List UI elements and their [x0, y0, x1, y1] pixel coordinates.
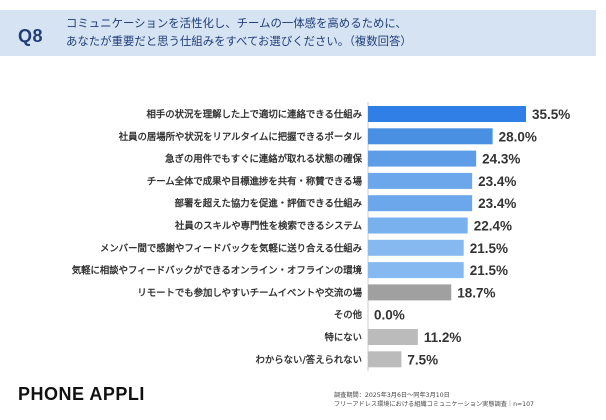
value-label: 21.5% — [470, 241, 508, 256]
category-label: 社員のスキルや専門性を検索できるシステム — [174, 220, 362, 232]
bar-chart: 相手の状況を理解した上で適切に連絡できる仕組み 35.5% 社員の居場所や状況をリア… — [72, 102, 570, 372]
category-label: メンバー間で感謝やフィードバックを気軽に送り合える仕組み — [100, 242, 363, 254]
bar — [368, 262, 464, 279]
survey-period: 調査期間：2025年3月6日〜同年3月10日 — [334, 392, 450, 399]
category-label: 部署を超えた協力を促進・評価できる仕組み — [175, 198, 363, 210]
category-label: その他 — [334, 309, 363, 321]
survey-info: 調査期間：2025年3月6日〜同年3月10日 フリーアドレス環境における組織コミ… — [334, 392, 534, 409]
value-label: 11.2% — [424, 330, 462, 345]
value-label: 18.7% — [457, 285, 495, 300]
bar — [368, 284, 452, 301]
category-label: チーム全体で成果や目標進捗を共有・称賛できる場 — [147, 175, 363, 187]
bar — [368, 150, 477, 167]
value-label: 0.0% — [374, 308, 405, 323]
company-logo: PHONE APPLI — [18, 384, 145, 404]
category-label: 特にない — [324, 332, 362, 344]
bar — [368, 106, 526, 122]
survey-title: フリーアドレス環境における組織コミュニケーション実態調査｜n=107 — [334, 400, 534, 408]
question-line-1: コミュニケーションを活性化し、チームの一体感を高めるために、 — [66, 16, 407, 30]
bar — [368, 128, 493, 145]
question-line-2: あなたが重要だと思う仕組みをすべてお選びください。（複数回答） — [66, 34, 412, 48]
category-label: 社員の居場所や状況をリアルタイムに把握できるポータル — [118, 131, 363, 143]
value-label: 35.5% — [532, 107, 570, 122]
category-label: 相手の状況を理解した上で適切に連絡できる仕組み — [147, 109, 363, 121]
value-label: 28.0% — [499, 129, 537, 144]
bar — [368, 239, 464, 256]
category-label: リモートでも参加しやすいチームイベントや交流の場 — [137, 287, 362, 299]
bar — [368, 195, 473, 212]
question-header: Q8 コミュニケーションを活性化し、チームの一体感を高めるために、 あなたが重要… — [0, 10, 596, 56]
value-label: 22.4% — [474, 219, 512, 234]
bar — [368, 329, 418, 345]
value-label: 24.3% — [482, 152, 520, 167]
value-label: 23.4% — [478, 174, 516, 189]
bar — [368, 172, 473, 189]
question-number: Q8 — [18, 26, 44, 46]
category-label: 気軽に相談やフィードバックができるオンライン・オフラインの環境 — [72, 265, 363, 277]
value-label: 21.5% — [470, 263, 508, 278]
category-label: わからない/答えられない — [255, 354, 362, 366]
category-label: 急ぎの用件でもすぐに連絡が取れる状態の確保 — [165, 153, 363, 165]
value-label: 7.5% — [407, 352, 438, 367]
bar — [368, 217, 468, 234]
question-text: コミュニケーションを活性化し、チームの一体感を高めるために、 あなたが重要だと思… — [66, 14, 412, 50]
bar — [368, 351, 402, 368]
value-label: 23.4% — [478, 196, 516, 211]
